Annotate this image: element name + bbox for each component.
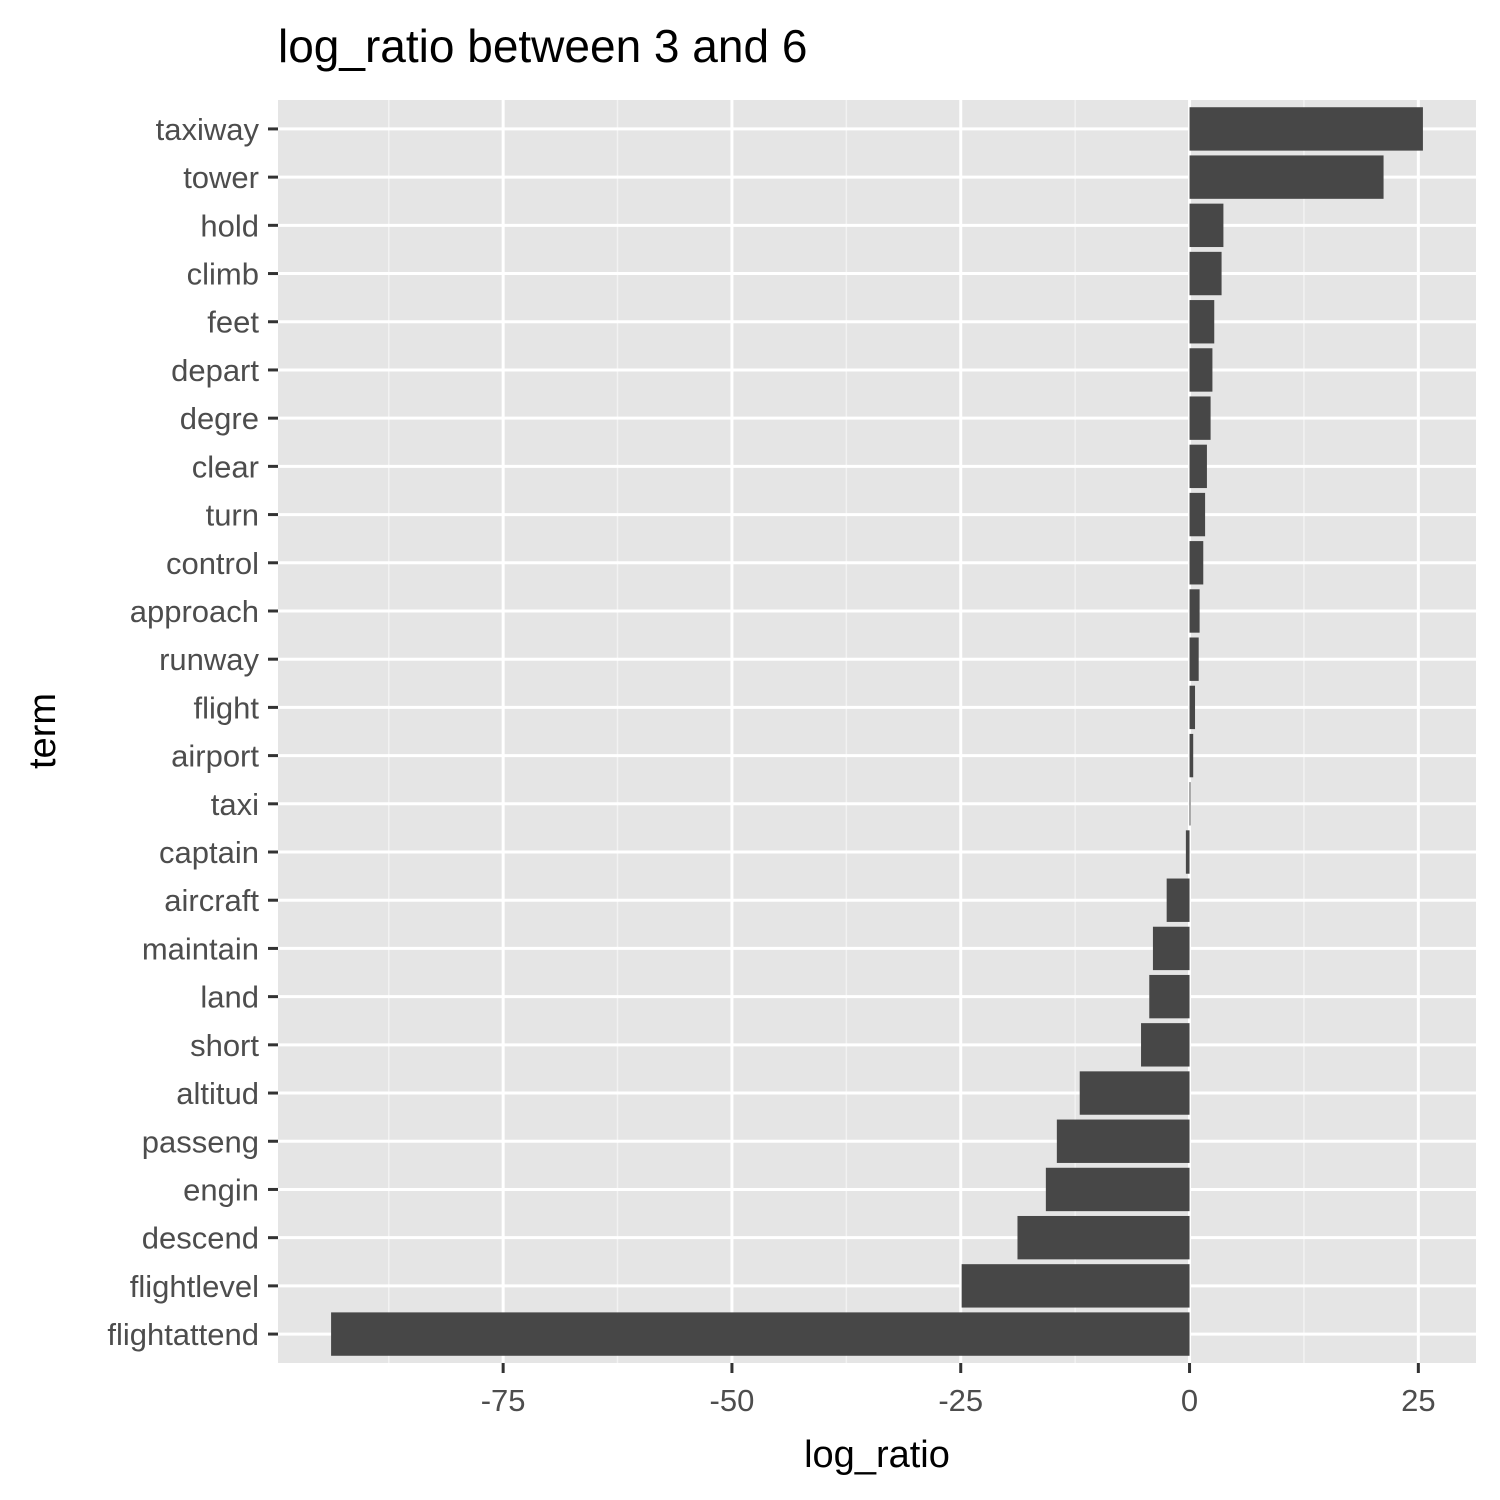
y-axis: taxiway tower hold climb feet depart degre clea… bbox=[107, 112, 278, 1352]
bar-taxiway bbox=[1189, 107, 1423, 151]
bar-hold bbox=[1189, 203, 1224, 248]
bars bbox=[331, 107, 1423, 1356]
y-tick-label: taxiway bbox=[156, 112, 260, 147]
bar-captain bbox=[1185, 830, 1190, 874]
bar-descend bbox=[1017, 1215, 1190, 1260]
bar-aircraft bbox=[1166, 878, 1190, 922]
y-tick-label: approach bbox=[130, 594, 259, 629]
x-tick-label: -75 bbox=[481, 1383, 526, 1418]
bar-tower bbox=[1189, 155, 1384, 199]
y-tick-label: passeng bbox=[142, 1124, 259, 1159]
bar-turn bbox=[1189, 492, 1206, 537]
plot-panel bbox=[278, 100, 1476, 1363]
bar-passeng bbox=[1056, 1119, 1190, 1163]
bar-control bbox=[1189, 541, 1204, 585]
chart-title: log_ratio between 3 and 6 bbox=[278, 20, 807, 72]
y-tick-label: degre bbox=[180, 401, 259, 436]
bar-flight bbox=[1189, 685, 1196, 730]
x-tick-label: -50 bbox=[710, 1383, 755, 1418]
y-tick-label: tower bbox=[183, 160, 259, 195]
bar-flightattend bbox=[331, 1312, 1190, 1356]
y-tick-label: runway bbox=[159, 642, 259, 677]
y-tick-label: flightlevel bbox=[130, 1269, 259, 1304]
y-tick-label: taxi bbox=[211, 787, 259, 822]
y-tick-label: descend bbox=[142, 1221, 259, 1256]
bar-depart bbox=[1189, 348, 1213, 392]
bar-engin bbox=[1045, 1167, 1190, 1212]
y-axis-title: term bbox=[22, 693, 64, 769]
bar-clear bbox=[1189, 444, 1207, 489]
y-tick-label: flightattend bbox=[107, 1317, 259, 1352]
bar-land bbox=[1149, 974, 1190, 1019]
x-tick-label: -25 bbox=[938, 1383, 983, 1418]
y-tick-label: engin bbox=[183, 1172, 259, 1207]
bar-maintain bbox=[1152, 926, 1190, 971]
x-tick-label: 25 bbox=[1401, 1383, 1435, 1418]
y-tick-label: turn bbox=[206, 498, 259, 533]
bar-runway bbox=[1189, 637, 1199, 681]
y-tick-label: feet bbox=[207, 305, 259, 340]
x-axis: -75 -50 -25 0 25 bbox=[481, 1363, 1436, 1418]
bar-approach bbox=[1189, 589, 1200, 633]
y-tick-label: land bbox=[200, 980, 259, 1015]
x-axis-title: log_ratio bbox=[804, 1434, 950, 1476]
bar-feet bbox=[1189, 300, 1215, 344]
bar-flightlevel bbox=[961, 1264, 1190, 1308]
y-tick-label: control bbox=[166, 546, 259, 581]
y-tick-label: maintain bbox=[142, 931, 259, 966]
y-tick-label: hold bbox=[200, 208, 259, 243]
bar-degre bbox=[1189, 396, 1211, 440]
y-tick-label: aircraft bbox=[164, 883, 259, 918]
y-tick-label: flight bbox=[194, 690, 260, 725]
bar-taxi bbox=[1189, 782, 1191, 826]
x-tick-label: 0 bbox=[1181, 1383, 1198, 1418]
major-gridlines bbox=[278, 100, 1476, 1363]
y-tick-label: airport bbox=[171, 739, 259, 774]
bar-climb bbox=[1189, 251, 1222, 296]
y-tick-label: altitud bbox=[176, 1076, 259, 1111]
bar-airport bbox=[1189, 733, 1194, 778]
y-tick-label: clear bbox=[192, 449, 259, 484]
y-tick-label: depart bbox=[171, 353, 259, 388]
y-tick-label: captain bbox=[159, 835, 259, 870]
bar-short bbox=[1141, 1023, 1190, 1067]
y-tick-label: short bbox=[190, 1028, 259, 1063]
y-tick-label: climb bbox=[187, 257, 259, 292]
bar-altitud bbox=[1079, 1071, 1190, 1115]
